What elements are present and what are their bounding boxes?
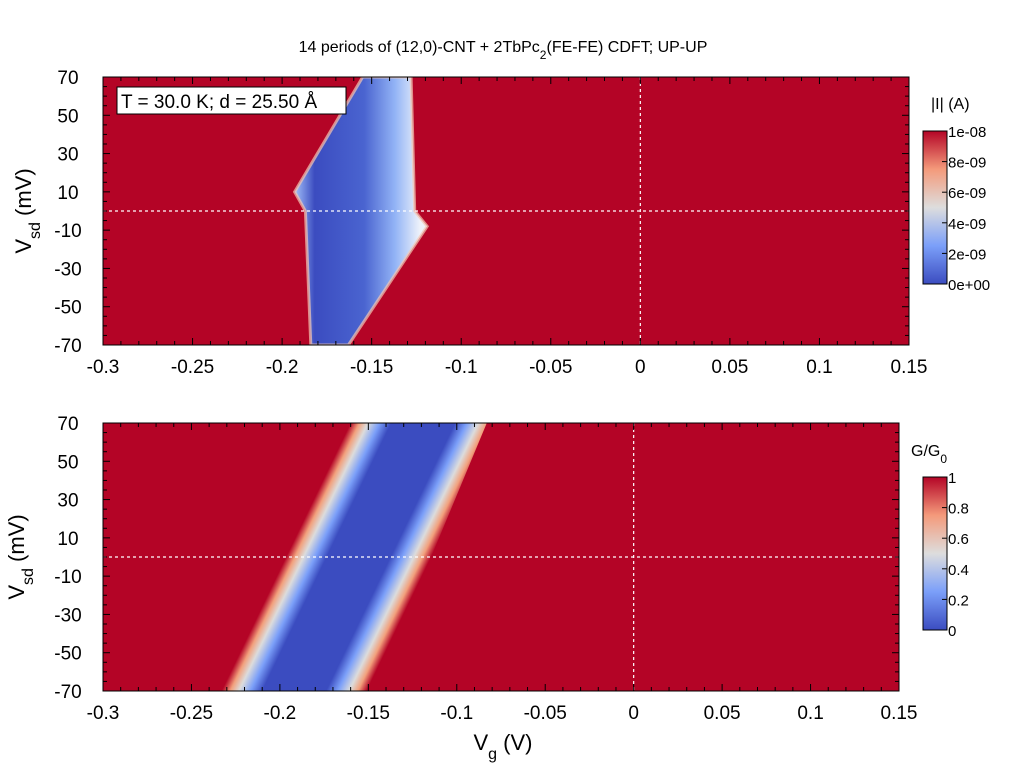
top-colorbar-tick-label: 2e-09: [948, 246, 986, 263]
top-y-tick-label: -10: [54, 221, 81, 242]
blockade-diamond-rim: [292, 77, 430, 345]
top-y-tick-label: 10: [57, 183, 78, 204]
bottom-x-tick-label: -0.1: [440, 703, 473, 724]
top-x-tick-label: 0.05: [711, 357, 748, 378]
bottom-y-tick-label: 50: [57, 452, 78, 473]
top-x-tick-label: -0.15: [350, 357, 393, 378]
top-x-tick-label: -0.3: [87, 357, 120, 378]
bottom-colorbar-title: G/G0: [911, 443, 947, 466]
bottom-x-tick-label: 0.1: [797, 703, 823, 724]
annotation-text: T = 30.0 K; d = 25.50 Å: [121, 92, 317, 113]
top-y-ticks: 70 50 30 10 -10 -30 -50 -70: [54, 68, 909, 357]
top-x-tick-label: 0.1: [806, 357, 832, 378]
bottom-y-tick-label: -70: [54, 682, 81, 703]
bottom-colorbar-tick-label: 0.2: [948, 592, 969, 609]
top-colorbar-tick-label: 8e-09: [948, 155, 986, 172]
top-x-tick-label: 0.15: [891, 357, 928, 378]
top-heatmap-panel: -0.3 -0.25 -0.2 -0.15 -0.1 -0.05 0 0.05 0.1 0.15 …: [11, 68, 990, 378]
bottom-x-tick-label: -0.2: [264, 703, 297, 724]
bottom-colorbar-tick-label: 0.6: [948, 531, 969, 548]
bottom-colorbar-tick-label: 1: [948, 470, 956, 487]
bottom-x-tick-label: 0.05: [704, 703, 741, 724]
bottom-x-ticks: -0.3 -0.25 -0.2 -0.15 -0.1 -0.05 0 0.05 0.1 0.15: [87, 423, 918, 724]
bottom-colorbar-tick-label: 0.4: [948, 562, 969, 579]
top-y-tick-label: -30: [54, 259, 81, 280]
bottom-colorbar-tick-label: 0: [948, 623, 956, 640]
chart-title: 14 periods of (12,0)-CNT + 2TbPc2(FE-FE)…: [299, 39, 708, 62]
top-y-tick-label: -50: [54, 298, 81, 319]
top-x-tick-label: -0.1: [445, 357, 478, 378]
blockade-diamond: [294, 77, 428, 345]
bottom-y-tick-label: 10: [57, 529, 78, 550]
top-colorbar-tick-label: 1e-08: [948, 124, 986, 141]
top-colorbar-title: |I| (A): [931, 96, 970, 113]
bottom-colorbar-ticks: 1 0.8 0.6 0.4 0.2 0: [942, 470, 969, 640]
bottom-y-tick-label: 30: [57, 491, 78, 512]
top-y-axis-title: Vsd (mV): [11, 168, 44, 253]
low-conductance-band: [221, 423, 487, 691]
bottom-x-axis-title: Vg (V): [473, 730, 532, 763]
top-y-tick-label: 70: [57, 68, 78, 89]
bottom-x-tick-label: -0.25: [170, 703, 213, 724]
bottom-colorbar-tick-label: 0.8: [948, 501, 969, 518]
bottom-x-tick-label: 0: [628, 703, 639, 724]
top-y-tick-label: -70: [54, 336, 81, 357]
bottom-x-tick-label: -0.05: [524, 703, 567, 724]
top-y-tick-label: 30: [57, 145, 78, 166]
bottom-colorbar-gradient: [922, 476, 948, 631]
top-y-tick-label: 50: [57, 106, 78, 127]
annotation-box: T = 30.0 K; d = 25.50 Å: [116, 86, 347, 115]
top-x-tick-label: -0.05: [529, 357, 572, 378]
top-x-tick-label: -0.25: [171, 357, 214, 378]
top-colorbar-gradient: [922, 130, 948, 285]
top-x-tick-label: -0.2: [266, 357, 299, 378]
top-colorbar-ticks: 1e-08 8e-09 6e-09 4e-09 2e-09 0e+00: [942, 124, 990, 294]
bottom-x-tick-label: -0.15: [347, 703, 390, 724]
bottom-y-ticks: 70 50 30 10 -10 -30 -50 -70: [54, 414, 899, 703]
bottom-y-tick-label: -50: [54, 644, 81, 665]
bottom-y-axis-title: Vsd (mV): [4, 514, 37, 599]
bottom-x-tick-label: 0.15: [881, 703, 918, 724]
bottom-y-tick-label: 70: [57, 414, 78, 435]
bottom-y-tick-label: -30: [54, 605, 81, 626]
top-x-ticks: -0.3 -0.25 -0.2 -0.15 -0.1 -0.05 0 0.05 0.1 0.15: [87, 77, 928, 378]
top-colorbar-tick-label: 0e+00: [948, 277, 990, 294]
top-colorbar: |I| (A) 1e-08 8e-09 6e-09 4e-09 2e-09 0e+00: [922, 96, 990, 294]
bottom-x-tick-label: -0.3: [87, 703, 120, 724]
top-colorbar-tick-label: 4e-09: [948, 216, 986, 233]
top-x-tick-label: 0: [635, 357, 646, 378]
top-colorbar-tick-label: 6e-09: [948, 185, 986, 202]
bottom-heatmap-panel: -0.3 -0.25 -0.2 -0.15 -0.1 -0.05 0 0.05 0.1 0.15 …: [4, 414, 969, 763]
bottom-y-tick-label: -10: [54, 567, 81, 588]
annotation-frame: [116, 86, 347, 115]
bottom-colorbar: G/G0 1 0.8 0.6 0.4 0.2 0: [911, 443, 969, 640]
